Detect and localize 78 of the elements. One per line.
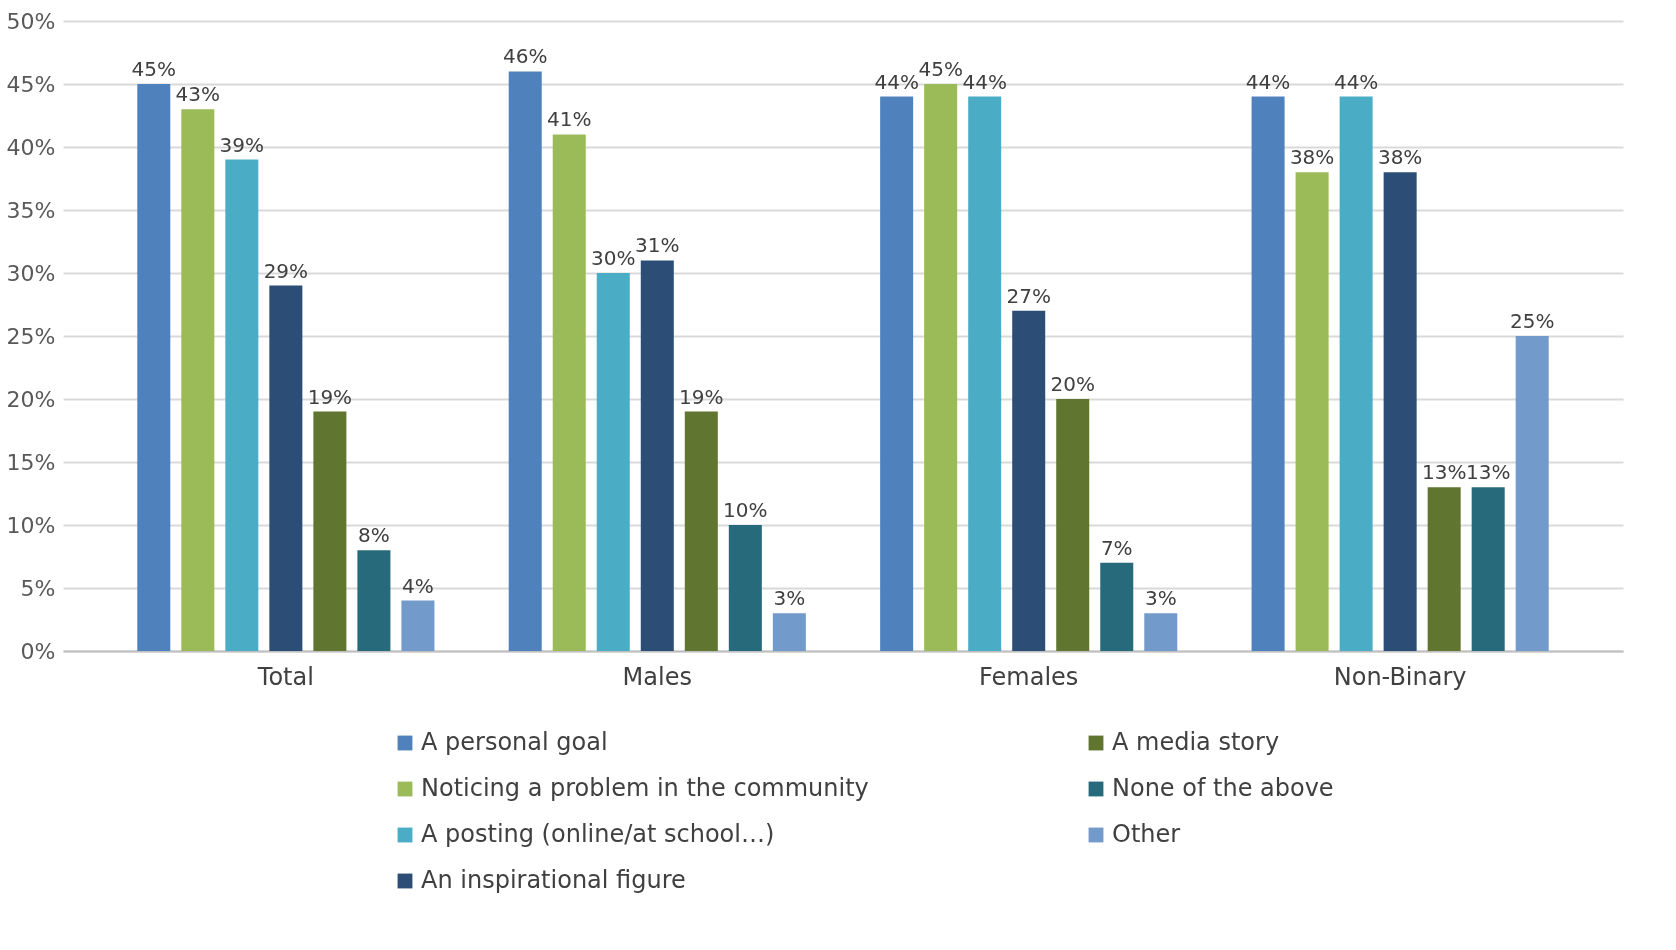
data-label: 3% (1144, 586, 1177, 611)
y-tick-label: 45% (6, 71, 56, 97)
data-label: 38% (1377, 145, 1423, 170)
bar (401, 600, 435, 651)
legend-label: A media story (1112, 728, 1280, 756)
bar (181, 109, 215, 651)
data-label: 19% (679, 384, 724, 409)
data-label: 4% (402, 573, 434, 598)
y-tick-label: 30% (6, 260, 56, 286)
bar (313, 411, 347, 651)
bar (1295, 172, 1329, 651)
bar (728, 525, 762, 651)
data-label: 45% (131, 57, 177, 81)
data-label: 3% (773, 586, 806, 611)
data-label: 45% (918, 57, 963, 81)
x-tick-label: Females (979, 662, 1079, 691)
bar (596, 273, 630, 651)
x-tick-label: Total (256, 662, 314, 691)
bar (968, 96, 1002, 651)
bar (1383, 172, 1417, 651)
data-label: 44% (1333, 69, 1379, 94)
bar (269, 285, 303, 651)
bar (225, 159, 259, 651)
data-label: 30% (591, 246, 636, 270)
y-tick-label: 35% (6, 197, 56, 223)
bar (772, 613, 806, 651)
data-label: 44% (1245, 69, 1291, 94)
x-tick-label: Non-Binary (1333, 662, 1467, 691)
bar (924, 84, 958, 651)
bar (640, 260, 674, 651)
y-tick-label: 5% (20, 575, 56, 601)
bar (1515, 336, 1549, 651)
data-label: 39% (219, 132, 265, 157)
bar (880, 96, 914, 651)
x-tick-label: Males (622, 662, 692, 691)
data-label: 44% (874, 69, 919, 94)
bar (1100, 562, 1134, 651)
data-label: 41% (547, 107, 592, 132)
bar (1471, 487, 1505, 651)
data-label: 38% (1289, 145, 1335, 170)
legend-label: An inspirational figure (421, 866, 686, 894)
legend-label: Noticing a problem in the community (421, 774, 869, 802)
y-tick-label: 0% (20, 638, 56, 664)
legend-label: Other (1112, 820, 1181, 848)
y-tick-label: 40% (6, 134, 56, 160)
data-label: 8% (358, 523, 390, 548)
data-label: 20% (1050, 372, 1095, 396)
y-tick-label: 10% (6, 512, 56, 538)
y-tick-label: 50% (6, 8, 56, 34)
legend-label: A personal goal (421, 728, 608, 756)
y-tick-label: 25% (6, 323, 56, 349)
bar (1012, 310, 1046, 651)
data-label: 44% (962, 69, 1007, 94)
bar (684, 411, 718, 651)
y-tick-label: 15% (6, 449, 56, 475)
data-label: 46% (503, 44, 548, 69)
data-label: 25% (1509, 309, 1555, 333)
bar (508, 71, 542, 651)
data-label: 13% (1465, 460, 1511, 485)
bar (1339, 96, 1373, 651)
bar (1251, 96, 1285, 651)
bar (552, 134, 586, 651)
legend-label: None of the above (1112, 774, 1334, 802)
data-label: 19% (307, 384, 353, 409)
bar (357, 550, 391, 651)
bar (1427, 487, 1461, 651)
data-label: 10% (723, 498, 768, 522)
bar (137, 84, 171, 651)
legend-label: A posting (online/at school…) (421, 820, 775, 848)
y-tick-label: 20% (6, 386, 56, 412)
data-label: 43% (175, 82, 221, 107)
bar (1144, 613, 1178, 651)
bar (1056, 399, 1090, 651)
data-label: 29% (263, 258, 309, 283)
data-label: 7% (1100, 535, 1133, 560)
data-label: 27% (1006, 283, 1051, 308)
data-label: 13% (1421, 460, 1467, 485)
data-label: 31% (635, 233, 680, 258)
